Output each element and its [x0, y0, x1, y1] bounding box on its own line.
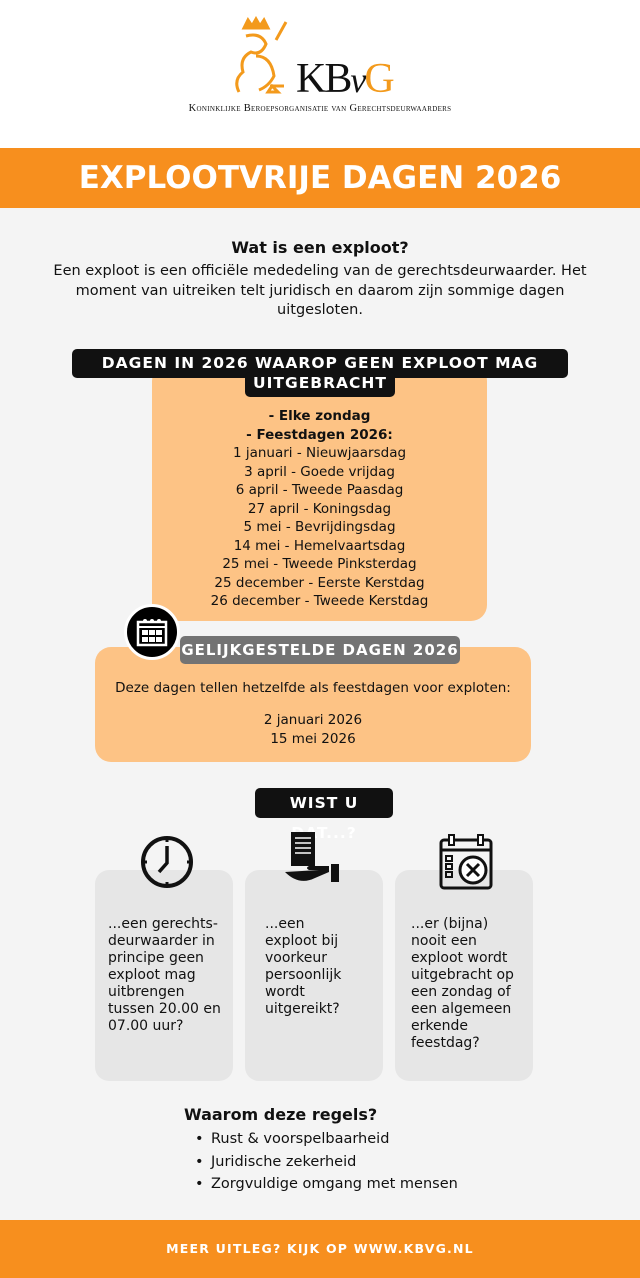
calendar-icon — [124, 604, 180, 660]
holiday-item: 27 april - Koningsdag — [247, 500, 392, 517]
calendar-cancel-icon — [439, 834, 493, 890]
holidays-label: - Feestdagen 2026: — [246, 426, 393, 443]
intro-question: Wat is een exploot? — [231, 238, 409, 257]
fact-text: ...een exploot bij voorkeur persoonlijk … — [265, 916, 342, 1017]
holiday-item: 25 december - Eerste Kerstdag — [214, 574, 425, 591]
equal-date: 2 januari 2026 — [263, 712, 363, 728]
fact-card: ...een gerechts-deurwaarder in principe … — [95, 870, 233, 1081]
days-box — [152, 365, 487, 621]
equal-days-dates: 2 januari 2026 15 mei 2026 — [95, 711, 531, 748]
why-list: Rust & voorspelbaarheid Juridische zeker… — [195, 1128, 458, 1196]
lion-logo-icon — [235, 16, 288, 94]
header — [0, 0, 640, 148]
facts-heading: WIST U DAT...? — [255, 788, 393, 842]
holiday-item: 5 mei - Bevrijdingsdag — [243, 519, 396, 535]
holiday-item: 14 mei - Hemelvaartsdag — [233, 537, 406, 554]
fact-card: ...er (bijna) nooit een exploot wordt ui… — [395, 870, 533, 1081]
hand-document-icon — [285, 832, 339, 882]
footer-link[interactable]: MEER UITLEG? KIJK OP WWW.KBVG.NL — [0, 1220, 640, 1278]
holiday-item: 26 december - Tweede Kerstdag — [210, 593, 429, 609]
sunday-item: - Elke zondag — [268, 408, 371, 424]
why-heading: Waarom deze regels? — [184, 1105, 378, 1124]
why-item: Zorgvuldige omgang met mensen — [195, 1173, 458, 1196]
equal-days-heading: GELIJKGESTELDE DAGEN 2026 — [180, 636, 460, 664]
fact-text: ...er (bijna) nooit een exploot wordt ui… — [411, 916, 514, 1051]
logo-wordmark: KBvG — [296, 56, 395, 102]
equal-days-box — [95, 647, 531, 762]
holiday-item: 6 april - Tweede Paasdag — [235, 482, 404, 498]
fact-card: ...een exploot bij voorkeur persoonlijk … — [245, 870, 383, 1081]
intro-text: Een exploot is een officiële mededeling … — [53, 263, 587, 318]
clock-icon — [141, 836, 193, 888]
page-title: EXPLOOTVRIJE DAGEN 2026 — [0, 148, 640, 208]
days-list: - Elke zondag - Feestdagen 2026: 1 janua… — [152, 407, 487, 611]
why-item: Juridische zekerheid — [195, 1151, 458, 1174]
holiday-item: 25 mei - Tweede Pinksterdag — [222, 556, 417, 572]
fact-text: ...een gerechts-deurwaarder in principe … — [108, 916, 221, 1034]
organization-name: Koninklijke Beroepsorganisatie van Gerec… — [188, 103, 452, 114]
days-heading-line2: UITGEBRACHT — [245, 372, 395, 397]
equal-days-text: Deze dagen tellen hetzelfde als feestdag… — [115, 680, 511, 696]
why-item: Rust & voorspelbaarheid — [195, 1128, 458, 1151]
equal-date: 15 mei 2026 — [270, 730, 356, 747]
holiday-item: 1 januari - Nieuwjaarsdag — [232, 445, 407, 461]
holiday-item: 3 april - Goede vrijdag — [244, 463, 395, 480]
